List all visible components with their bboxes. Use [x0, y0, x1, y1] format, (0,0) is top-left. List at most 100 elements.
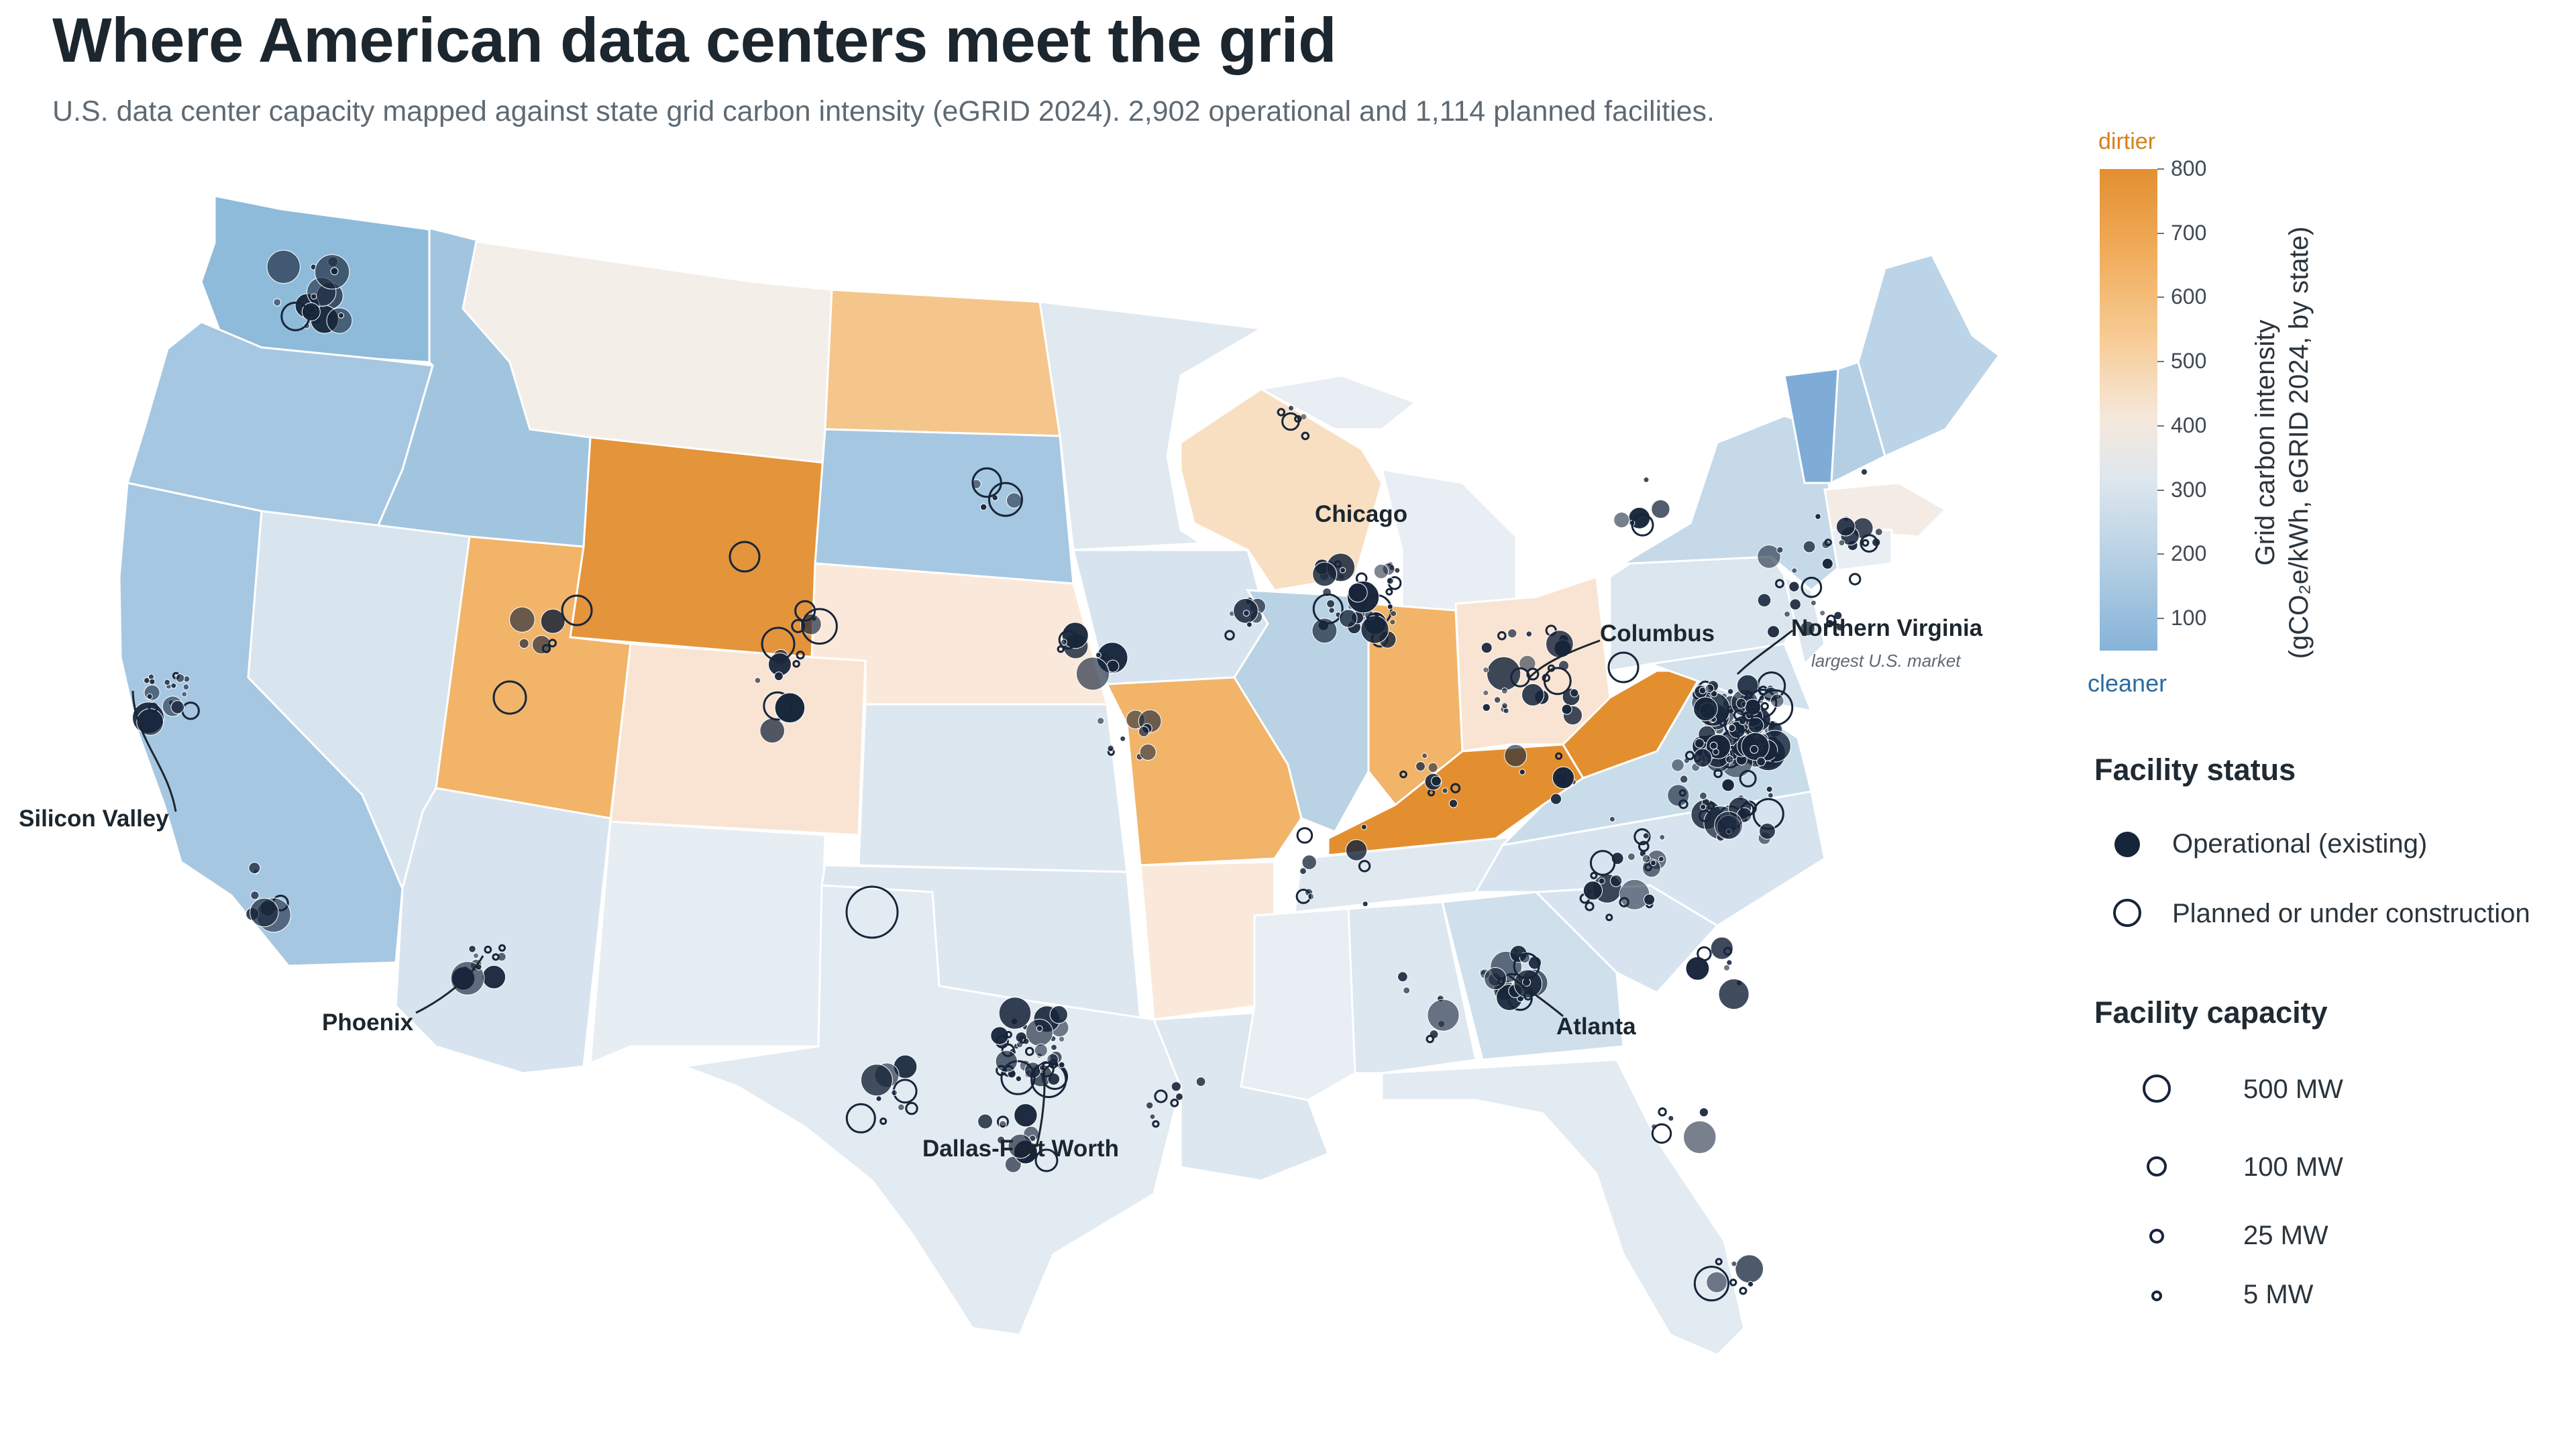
operational-facility-marker: [1644, 893, 1656, 905]
operational-facility-marker: [181, 691, 188, 698]
operational-facility-marker: [1800, 620, 1816, 637]
operational-facility-marker: [1767, 625, 1780, 639]
operational-facility-marker: [1501, 688, 1508, 694]
operational-facility-marker: [1709, 741, 1718, 750]
operational-facility-marker: [468, 945, 476, 953]
planned-facility-marker: [1717, 740, 1725, 749]
planned-facility-marker: [1058, 630, 1078, 650]
colorbar-tickmark: [2157, 618, 2164, 620]
planned-facility-marker: [1154, 1089, 1168, 1103]
operational-facility-marker: [1146, 1101, 1154, 1109]
legend-capacity-500: 500 MW: [2243, 1075, 2343, 1104]
planned-facility-marker: [1719, 718, 1727, 727]
operational-facility-marker: [1360, 615, 1389, 644]
operational-facility-marker: [1821, 557, 1833, 569]
operational-facility-marker: [1810, 600, 1817, 606]
operational-facility-marker: [1008, 1134, 1033, 1159]
operational-facility-marker: [1582, 881, 1603, 901]
operational-facility-marker: [1311, 618, 1338, 644]
colorbar-title-line1: Grid carbon intensity: [2251, 319, 2280, 566]
operational-facility-marker: [1326, 599, 1336, 608]
planned-facility-marker: [1102, 653, 1110, 661]
operational-facility-marker: [995, 1050, 1018, 1073]
planned-facility-marker: [1651, 1123, 1672, 1144]
colorbar-tickmark: [2157, 425, 2164, 427]
operational-facility-marker: [1301, 855, 1317, 870]
operational-facility-marker: [977, 1113, 994, 1130]
operational-facility-marker: [1835, 516, 1856, 537]
planned-facility-marker: [498, 944, 506, 952]
operational-facility-marker: [250, 891, 260, 900]
colorbar-tickmark: [2157, 168, 2164, 170]
operational-facility-marker: [1712, 749, 1719, 756]
operational-facility-marker: [1006, 492, 1022, 508]
operational-facility-marker: [1025, 1018, 1054, 1047]
operational-facility-marker: [1789, 598, 1801, 610]
operational-facility-marker: [1705, 683, 1715, 694]
annotation-northern-virginia: Northern Virginia: [1791, 615, 1983, 641]
planned-facility-marker: [1678, 799, 1688, 810]
operational-facility-marker: [250, 897, 279, 928]
planned-facility-marker: [791, 618, 806, 633]
operational-facility-marker: [1246, 621, 1252, 628]
operational-facility-marker: [1403, 987, 1411, 995]
colorbar-title-line2: (gCO₂e/kWh, eGRID 2024, by state): [2284, 226, 2314, 659]
operational-facility-marker: [1699, 791, 1707, 800]
operational-facility-marker: [1299, 867, 1307, 875]
planned-facility-marker: [1034, 1148, 1059, 1172]
operational-facility-marker: [1386, 577, 1394, 585]
state-maine: [1857, 254, 2001, 458]
operational-facility-marker: [998, 997, 1032, 1030]
operational-facility-marker: [1415, 761, 1426, 771]
operational-facility-marker: [1387, 604, 1393, 610]
planned-facility-marker: [1585, 901, 1595, 912]
operational-facility-marker: [248, 862, 261, 875]
operational-facility-marker: [1642, 832, 1650, 840]
operational-facility-marker: [1120, 735, 1126, 742]
operational-facility-marker: [1034, 1043, 1048, 1058]
planned-facility-marker: [1526, 667, 1540, 681]
atlanta-leader: [1509, 975, 1564, 1018]
operational-facility-marker: [1735, 698, 1747, 709]
annotation-silicon-valley: Silicon Valley: [19, 806, 169, 832]
operational-facility-marker: [1427, 999, 1460, 1032]
operational-facility-marker: [1107, 745, 1114, 753]
planned-facility-marker: [1715, 1258, 1723, 1266]
planned-facility-marker: [1224, 630, 1235, 641]
colorbar-top-label: dirtier: [2098, 129, 2156, 154]
operational-facility-marker: [1481, 642, 1493, 654]
operational-facility-marker: [170, 682, 177, 689]
operational-facility-marker: [1061, 639, 1067, 646]
state-michigan-up: [1258, 374, 1418, 431]
planned-facility-marker: [1607, 651, 1640, 683]
phoenix-leader: [415, 955, 484, 1014]
planned-facility-marker: [1399, 770, 1407, 779]
planned-facility-marker: [1860, 534, 1879, 553]
operational-facility-marker: [997, 1136, 1006, 1144]
operational-facility-marker: [1699, 1107, 1709, 1117]
operational-facility-marker: [1097, 717, 1105, 725]
annotation-dallas-fort-worth: Dallas-Fort Worth: [922, 1136, 1119, 1162]
planned-facility-marker: [1018, 1036, 1027, 1044]
planned-facility-marker: [1760, 702, 1769, 711]
operational-facility-marker: [170, 700, 185, 714]
planned-facility-marker: [1296, 827, 1313, 844]
annotation-northern-virginia-note: largest U.S. market: [1811, 651, 1962, 671]
colorbar-tickmark: [2157, 489, 2164, 491]
planned-facility-marker: [1699, 810, 1711, 822]
planned-facility-marker: [1678, 789, 1686, 797]
planned-facility-marker: [1605, 914, 1613, 922]
operational-facility-marker: [1757, 593, 1772, 608]
legend-capacity-5: 5 MW: [2243, 1280, 2314, 1309]
operational-facility-marker: [774, 671, 784, 681]
planned-facility-marker: [1523, 991, 1533, 1001]
operational-facility-marker: [1389, 618, 1396, 626]
operational-facility-marker: [1619, 879, 1650, 910]
annotation-columbus: Columbus: [1600, 620, 1715, 647]
planned-facility-marker: [845, 885, 899, 939]
planned-facility-marker: [492, 953, 500, 961]
state-texas: [680, 884, 1182, 1336]
operational-facility-marker: [1076, 657, 1110, 691]
operational-facility-marker: [1014, 1103, 1038, 1128]
colorbar-bottom-label: cleaner: [2088, 669, 2167, 697]
